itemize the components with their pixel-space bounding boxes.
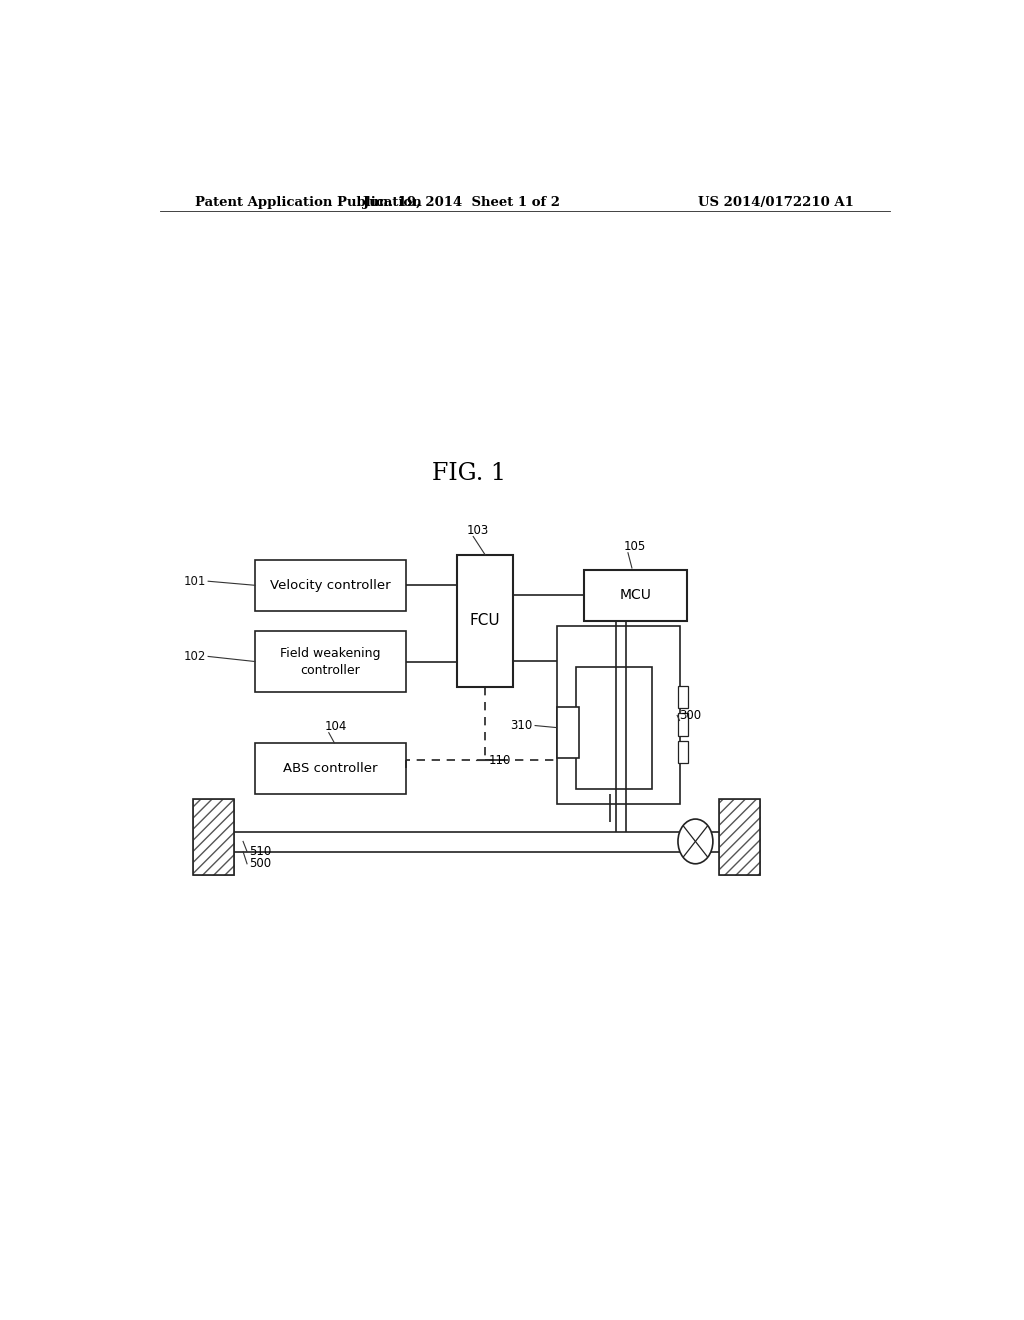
Text: 300: 300: [680, 709, 701, 722]
Bar: [678, 741, 688, 763]
Bar: [255, 743, 406, 793]
Bar: [585, 570, 687, 620]
Bar: [458, 554, 513, 686]
Circle shape: [678, 818, 713, 863]
Text: 102: 102: [183, 649, 206, 663]
Bar: [678, 686, 688, 709]
Text: 101: 101: [183, 574, 206, 587]
Bar: [255, 560, 406, 611]
Text: FIG. 1: FIG. 1: [432, 462, 506, 484]
Bar: [557, 626, 680, 804]
Text: MCU: MCU: [620, 589, 652, 602]
Text: Jun. 19, 2014  Sheet 1 of 2: Jun. 19, 2014 Sheet 1 of 2: [362, 195, 560, 209]
Bar: [255, 631, 406, 692]
Bar: [577, 667, 651, 788]
Text: Field weakening
controller: Field weakening controller: [281, 647, 381, 677]
Text: 510: 510: [250, 845, 271, 858]
Bar: [194, 799, 234, 875]
Text: Velocity controller: Velocity controller: [270, 578, 391, 591]
Bar: [557, 708, 579, 758]
Text: 310: 310: [511, 719, 532, 733]
Text: 110: 110: [489, 754, 511, 767]
Bar: [678, 713, 688, 735]
Bar: [719, 799, 761, 875]
Text: 104: 104: [325, 719, 347, 733]
Bar: [194, 799, 234, 875]
Text: 105: 105: [624, 540, 646, 553]
Text: Patent Application Publication: Patent Application Publication: [196, 195, 422, 209]
Text: 103: 103: [467, 524, 489, 536]
Bar: [719, 799, 761, 875]
Text: FCU: FCU: [470, 614, 501, 628]
Text: 500: 500: [250, 857, 271, 870]
Text: ABS controller: ABS controller: [283, 762, 378, 775]
Text: US 2014/0172210 A1: US 2014/0172210 A1: [698, 195, 854, 209]
